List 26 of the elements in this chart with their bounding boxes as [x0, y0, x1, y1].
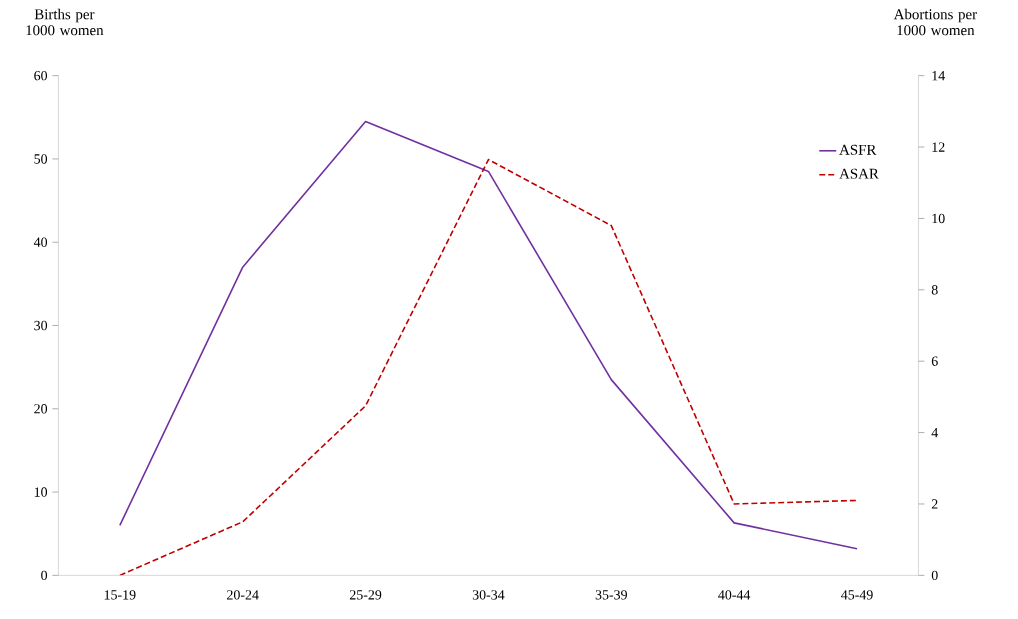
- y-axis-title: Births per 1000 women: [26, 8, 104, 36]
- y-tick-label: 20: [34, 404, 48, 414]
- y2-axis-title: Abortions per 1000 women: [893, 8, 977, 36]
- y2-tick-label: 4: [931, 427, 939, 438]
- x-tick-label: 20-24: [227, 590, 259, 600]
- y2-tick-label: 8: [931, 285, 938, 295]
- x-tick-label: 15-19: [104, 590, 136, 600]
- y-tick-label: 10: [34, 487, 48, 497]
- y2-tick-label: 12: [932, 142, 945, 152]
- y-tick-label: 60: [34, 70, 48, 81]
- y2-tick-label: 0: [931, 570, 938, 580]
- y-tick-label: 40: [33, 237, 48, 247]
- y-tick-label: 30: [34, 320, 48, 331]
- y2-tick-label: 2: [931, 499, 938, 509]
- x-tick-label: 45-49: [841, 590, 873, 600]
- legend-label: ASFR: [839, 144, 877, 155]
- x-tick-label: 40-44: [718, 590, 751, 600]
- y2-tick-label: 6: [931, 356, 938, 366]
- x-tick-label: 30-34: [472, 590, 505, 600]
- x-tick-label: 35-39: [595, 590, 627, 600]
- y2-tick-label: 10: [932, 213, 945, 224]
- y-tick-label: 50: [34, 154, 48, 164]
- y2-tick-label: 14: [932, 70, 945, 81]
- legend-label: ASAR: [839, 168, 879, 179]
- y-tick-label: 0: [41, 570, 48, 580]
- x-tick-label: 25-29: [349, 590, 382, 600]
